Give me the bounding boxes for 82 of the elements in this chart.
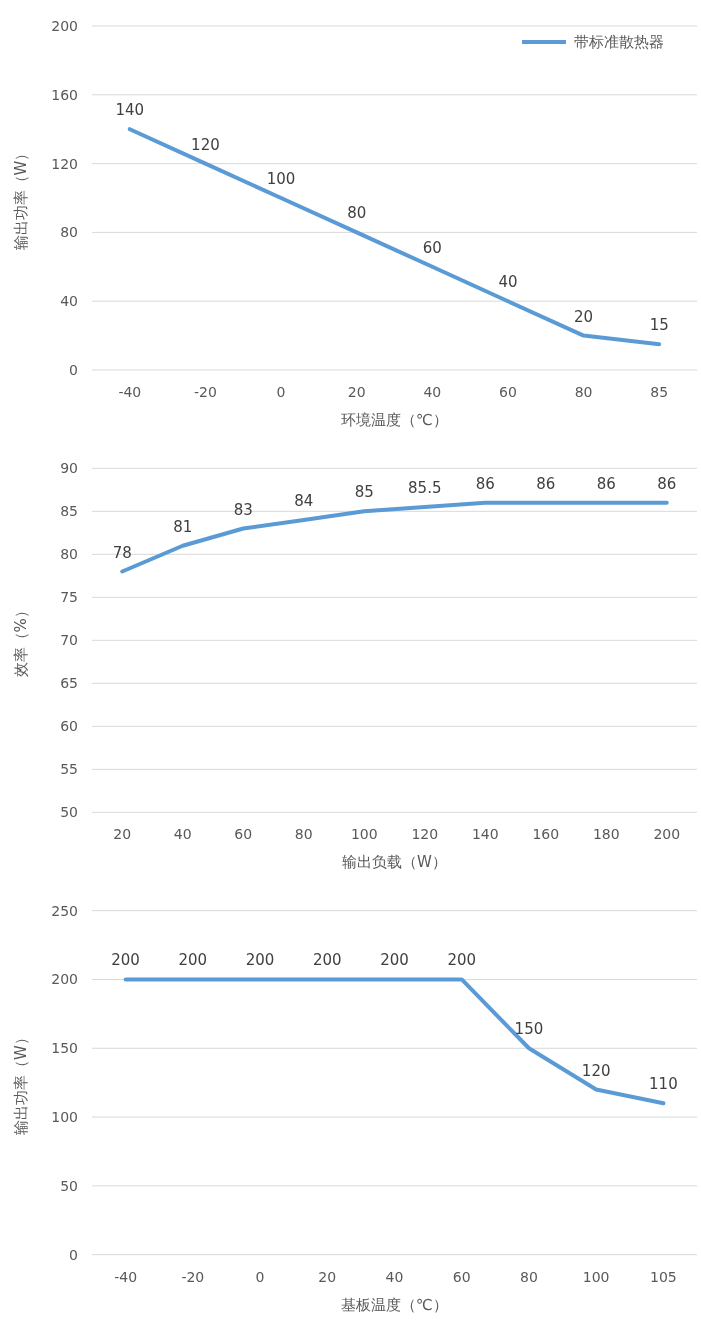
y-axis-title: 效率（%） — [12, 603, 30, 678]
x-tick-label: -40 — [118, 384, 142, 400]
y-tick-label: 75 — [60, 589, 78, 606]
x-tick-label: 120 — [411, 826, 439, 843]
y-tick-label: 160 — [51, 86, 78, 103]
data-label: 150 — [514, 1020, 544, 1039]
x-tick-label: -20 — [194, 384, 217, 400]
x-tick-label: 60 — [234, 826, 253, 843]
y-tick-label: 0 — [69, 1246, 78, 1263]
x-tick-label: 0 — [255, 1268, 265, 1285]
x-tick-label: 85 — [650, 384, 669, 400]
y-tick-label: 40 — [60, 293, 78, 310]
data-label: 200 — [380, 951, 409, 970]
x-tick-label: 180 — [592, 826, 620, 843]
y-tick-label: 90 — [60, 460, 78, 477]
y-tick-label: 65 — [60, 675, 78, 692]
y-axis-title: 输出功率（W） — [12, 1030, 30, 1136]
x-tick-label: 40 — [423, 384, 442, 400]
x-tick-label: 80 — [574, 384, 593, 400]
y-tick-label: 80 — [60, 224, 78, 241]
data-label: 110 — [649, 1075, 678, 1094]
data-label: 80 — [347, 204, 367, 223]
x-tick-label: 80 — [294, 826, 313, 843]
data-label: 78 — [112, 543, 132, 562]
y-tick-label: 150 — [51, 1040, 78, 1057]
data-label: 120 — [191, 135, 220, 154]
x-tick-label: 40 — [385, 1268, 404, 1285]
data-label: 85 — [354, 483, 374, 502]
x-tick-label: 105 — [650, 1268, 677, 1285]
data-label: 86 — [596, 474, 616, 493]
x-tick-label: -20 — [181, 1268, 205, 1285]
data-label: 200 — [447, 951, 477, 970]
data-label: 81 — [173, 517, 193, 536]
data-label: 200 — [111, 951, 140, 970]
legend-label: 带标准散热器 — [574, 33, 664, 51]
data-label: 200 — [178, 951, 208, 970]
y-tick-label: 200 — [51, 18, 78, 34]
y-tick-label: 120 — [51, 155, 78, 172]
y-tick-label: 200 — [51, 971, 78, 988]
y-axis-title: 输出功率（W） — [12, 145, 30, 251]
x-tick-label: 60 — [499, 384, 517, 400]
x-tick-label: 20 — [318, 1268, 337, 1285]
x-axis-title: 环境温度（℃） — [341, 411, 448, 429]
y-tick-label: 50 — [60, 1177, 78, 1194]
data-label: 86 — [475, 474, 495, 493]
data-label: 86 — [657, 474, 677, 493]
y-tick-label: 55 — [60, 761, 78, 778]
data-label: 200 — [312, 951, 342, 970]
x-tick-label: 60 — [452, 1268, 471, 1285]
data-label: 85.5 — [408, 479, 442, 498]
data-label: 200 — [245, 951, 275, 970]
x-axis-title: 输出负载（W） — [342, 853, 447, 872]
x-tick-label: 100 — [350, 826, 378, 843]
x-tick-label: 160 — [532, 826, 560, 843]
data-label: 83 — [233, 500, 253, 519]
x-tick-label: 80 — [520, 1268, 538, 1285]
x-tick-label: 0 — [276, 384, 286, 400]
data-label: 20 — [574, 307, 594, 326]
y-tick-label: 80 — [60, 546, 78, 563]
data-label: 40 — [498, 273, 518, 292]
y-tick-label: 60 — [60, 718, 78, 735]
x-tick-label: 20 — [347, 384, 366, 400]
data-label: 120 — [581, 1061, 611, 1080]
data-label: 84 — [294, 491, 314, 510]
y-tick-label: 250 — [51, 902, 78, 919]
data-label: 140 — [115, 101, 145, 120]
y-tick-label: 100 — [51, 1109, 78, 1126]
x-tick-label: 200 — [653, 826, 681, 843]
x-tick-label: 20 — [113, 826, 132, 843]
data-label: 86 — [536, 474, 556, 493]
y-tick-label: 85 — [60, 503, 78, 520]
x-tick-label: 40 — [173, 826, 192, 843]
data-label: 100 — [266, 170, 296, 188]
y-tick-label: 50 — [60, 804, 78, 821]
y-tick-label: 70 — [60, 632, 78, 649]
x-tick-label: -40 — [114, 1268, 138, 1285]
data-label: 60 — [422, 238, 442, 257]
x-tick-label: 100 — [582, 1268, 610, 1285]
x-axis-title: 基板温度（℃） — [341, 1295, 448, 1314]
y-tick-label: 0 — [69, 362, 78, 378]
x-tick-label: 140 — [471, 826, 499, 843]
data-label: 15 — [649, 316, 669, 335]
